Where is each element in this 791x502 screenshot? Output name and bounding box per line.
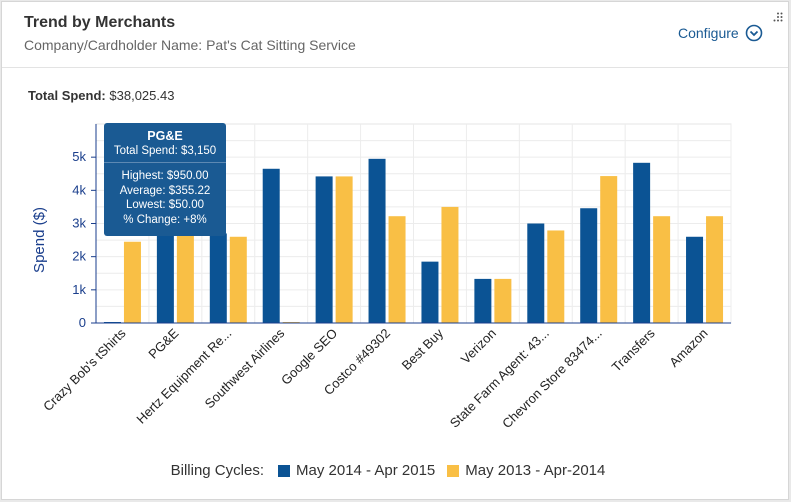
bar-1-9	[580, 208, 598, 323]
bar-1-5	[368, 158, 386, 323]
x-tick-label: Verizon	[458, 326, 499, 367]
tooltip-divider	[104, 162, 226, 163]
bar-1-1	[156, 221, 174, 323]
bar-2-2	[229, 236, 247, 323]
axes	[91, 124, 731, 324]
legend-item-series-1[interactable]: May 2014 - Apr 2015	[278, 462, 435, 479]
y-tick-label: 3k	[72, 216, 86, 231]
y-tick-label: 0	[79, 315, 86, 330]
bar-2-9	[600, 176, 618, 323]
bars	[103, 158, 724, 323]
bar-1-6	[421, 261, 439, 323]
total-spend: Total Spend: $38,025.43	[28, 88, 174, 103]
y-tick-label: 5k	[72, 149, 86, 164]
tooltip-change: % Change: +8%	[123, 213, 207, 226]
y-tick-labels: 0 1k 2k 3k 4k 5k	[72, 149, 86, 330]
legend-swatch-series-2	[447, 464, 460, 477]
x-tick-label: Crazy Bob's tShirts	[40, 325, 129, 414]
bar-2-1	[176, 223, 194, 323]
chart-tooltip: PG&E Total Spend: $3,150 Highest: $950.0…	[104, 123, 226, 236]
tooltip-lowest: Lowest: $50.00	[125, 199, 204, 211]
y-tick-label: 4k	[72, 182, 86, 197]
bar-2-8	[547, 230, 565, 323]
drag-handle-icon[interactable]	[773, 9, 783, 27]
total-spend-value: $38,025.43	[109, 88, 175, 103]
header-divider	[2, 67, 788, 68]
bar-1-4	[315, 176, 333, 323]
tooltip-merchant: PG&E	[147, 129, 183, 143]
x-tick-label: Amazon	[666, 326, 710, 370]
bar-2-5	[388, 216, 406, 323]
x-tick-label: State Farm Agent: 43...	[447, 326, 552, 431]
bar-2-10	[653, 216, 671, 323]
y-tick-label: 1k	[72, 282, 86, 297]
bar-2-11	[706, 216, 724, 323]
bar-1-7	[474, 278, 492, 323]
legend-text-series-1: May 2014 - Apr 2015	[296, 462, 436, 479]
total-spend-label: Total Spend:	[28, 88, 106, 103]
legend-text-series-2: May 2013 - Apr-2014	[465, 462, 606, 479]
bar-1-10	[633, 162, 651, 323]
x-tick-label: Transfers	[609, 325, 658, 374]
chevron-down-circle-icon	[745, 24, 763, 42]
card-title: Trend by Merchants	[24, 14, 176, 31]
bar-1-3	[262, 168, 280, 323]
bar-1-2	[209, 233, 227, 323]
configure-label: Configure	[678, 25, 739, 41]
x-tick-label: PG&E	[145, 325, 181, 361]
bar-2-4	[335, 176, 353, 323]
bar-1-8	[527, 223, 545, 323]
x-tick-label: Best Buy	[399, 325, 447, 373]
x-tick-label: Hertz Equipment Re...	[133, 326, 234, 427]
card-subtitle: Company/Cardholder Name: Pat's Cat Sitti…	[24, 37, 356, 53]
tooltip-average: Average: $355.22	[119, 184, 211, 197]
bar-2-7	[494, 278, 512, 323]
tooltip-total: Total Spend: $3,150	[113, 144, 217, 157]
y-axis-label: Spend ($)	[31, 207, 48, 273]
chart-legend: Billing Cycles: May 2014 - Apr 2015 May …	[0, 462, 788, 479]
bar-2-6	[441, 206, 459, 323]
x-tick-label: Chevron Store 83474...	[499, 326, 605, 432]
tooltip-highest: Highest: $950.00	[121, 170, 209, 182]
y-tick-label: 2k	[72, 249, 86, 264]
bar-1-11	[686, 236, 704, 323]
bar-2-0	[123, 241, 141, 323]
legend-item-series-2[interactable]: May 2013 - Apr-2014	[447, 462, 605, 479]
legend-label: Billing Cycles:	[170, 462, 264, 479]
configure-button[interactable]: Configure	[678, 24, 763, 42]
legend-swatch-series-1	[278, 464, 290, 477]
